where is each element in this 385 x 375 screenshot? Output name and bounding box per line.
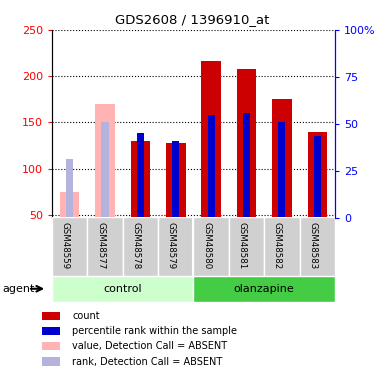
Bar	[137, 134, 144, 218]
Text: GSM48582: GSM48582	[273, 222, 282, 269]
Text: GSM48559: GSM48559	[61, 222, 70, 269]
Bar	[208, 115, 215, 218]
Bar	[42, 327, 60, 335]
Bar	[201, 62, 221, 217]
Bar	[237, 69, 256, 218]
Bar	[314, 136, 321, 218]
Text: GSM48580: GSM48580	[202, 222, 211, 269]
Text: percentile rank within the sample: percentile rank within the sample	[72, 326, 237, 336]
Bar	[87, 217, 123, 276]
Bar	[42, 342, 60, 350]
Bar	[300, 217, 335, 276]
Bar	[272, 99, 291, 218]
Bar	[308, 132, 327, 218]
Bar	[60, 192, 79, 217]
Bar	[193, 217, 229, 276]
Text: value, Detection Call = ABSENT: value, Detection Call = ABSENT	[72, 341, 227, 351]
Text: control: control	[104, 284, 142, 294]
Bar	[278, 122, 285, 218]
Bar	[52, 217, 87, 276]
Text: olanzapine: olanzapine	[234, 284, 295, 294]
Bar	[193, 276, 335, 302]
Text: GDS2608 / 1396910_at: GDS2608 / 1396910_at	[116, 13, 270, 26]
Bar	[42, 357, 60, 366]
Text: GSM48581: GSM48581	[238, 222, 246, 269]
Bar	[243, 113, 250, 218]
Text: GSM48583: GSM48583	[308, 222, 317, 269]
Text: GSM48578: GSM48578	[131, 222, 141, 269]
Bar	[42, 312, 60, 320]
Bar	[131, 141, 150, 218]
Text: rank, Detection Call = ABSENT: rank, Detection Call = ABSENT	[72, 357, 222, 367]
Bar	[66, 159, 73, 218]
Bar	[166, 142, 186, 218]
Bar	[102, 122, 109, 218]
Bar	[264, 217, 300, 276]
Bar	[172, 141, 179, 218]
Bar	[123, 217, 158, 276]
Bar	[95, 104, 115, 218]
Text: GSM48577: GSM48577	[96, 222, 105, 269]
Bar	[52, 276, 193, 302]
Bar	[158, 217, 193, 276]
Text: count: count	[72, 311, 100, 321]
Text: GSM48579: GSM48579	[167, 222, 176, 269]
Bar	[229, 217, 264, 276]
Text: agent: agent	[2, 284, 34, 294]
